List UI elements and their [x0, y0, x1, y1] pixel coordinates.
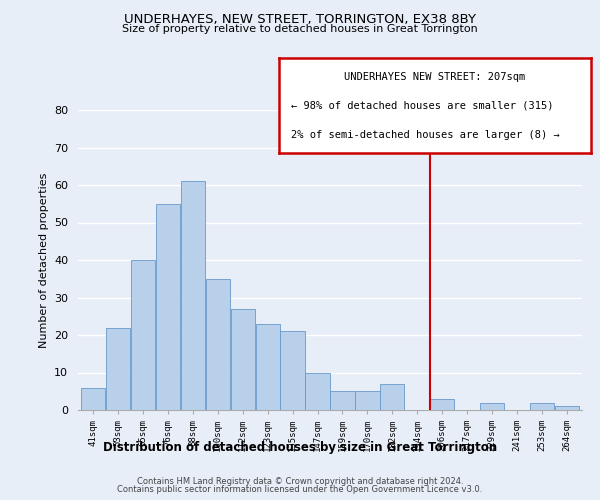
Text: Contains public sector information licensed under the Open Government Licence v3: Contains public sector information licen… — [118, 484, 482, 494]
Bar — [181, 181, 205, 410]
Bar — [280, 331, 305, 410]
Text: Contains HM Land Registry data © Crown copyright and database right 2024.: Contains HM Land Registry data © Crown c… — [137, 476, 463, 486]
Y-axis label: Number of detached properties: Number of detached properties — [38, 172, 49, 348]
Bar — [480, 402, 504, 410]
Text: UNDERHAYES NEW STREET: 207sqm: UNDERHAYES NEW STREET: 207sqm — [344, 72, 526, 82]
Bar — [555, 406, 579, 410]
Bar — [331, 391, 355, 410]
Bar — [131, 260, 155, 410]
Text: Distribution of detached houses by size in Great Torrington: Distribution of detached houses by size … — [103, 441, 497, 454]
Text: UNDERHAYES, NEW STREET, TORRINGTON, EX38 8BY: UNDERHAYES, NEW STREET, TORRINGTON, EX38… — [124, 12, 476, 26]
Bar — [305, 372, 329, 410]
Bar — [156, 204, 180, 410]
Bar — [256, 324, 280, 410]
Bar — [380, 384, 404, 410]
Text: 2% of semi-detached houses are larger (8) →: 2% of semi-detached houses are larger (8… — [292, 130, 560, 140]
Bar — [230, 308, 255, 410]
Text: Size of property relative to detached houses in Great Torrington: Size of property relative to detached ho… — [122, 24, 478, 34]
Bar — [530, 402, 554, 410]
Bar — [430, 399, 454, 410]
Text: ← 98% of detached houses are smaller (315): ← 98% of detached houses are smaller (31… — [292, 100, 554, 110]
Bar — [355, 391, 380, 410]
Bar — [81, 388, 105, 410]
Bar — [106, 328, 130, 410]
Bar — [206, 279, 230, 410]
